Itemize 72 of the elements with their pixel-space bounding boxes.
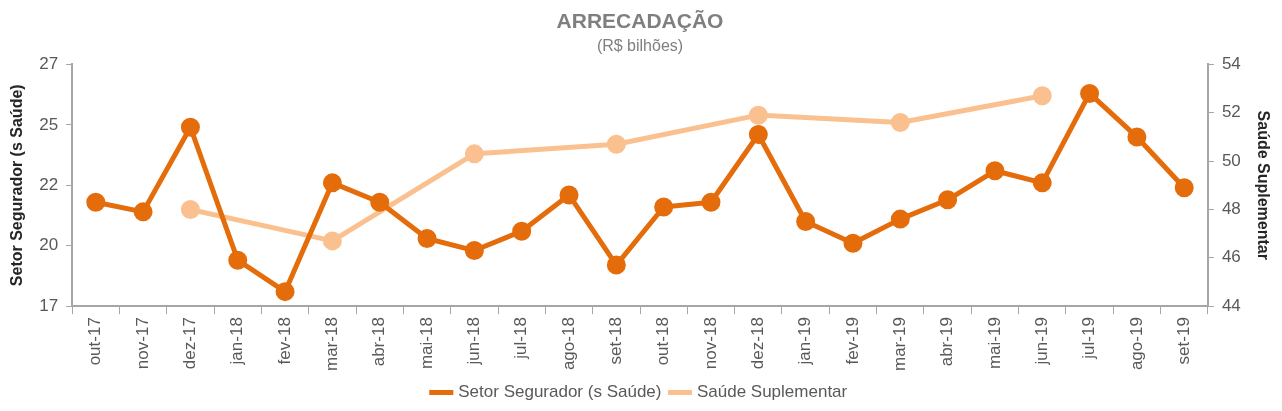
y-tick-label: 20 <box>39 235 59 255</box>
point <box>1174 178 1194 198</box>
point <box>322 173 342 193</box>
legend-label: Saúde Suplementar <box>696 382 848 402</box>
x-tick-label: mai-19 <box>984 317 1004 370</box>
point <box>938 190 958 210</box>
x-tick-label: jan-19 <box>795 317 815 366</box>
y-axis-title: Setor Segurador (s Saúde) <box>8 84 26 287</box>
point <box>180 117 200 137</box>
point <box>1127 127 1147 147</box>
y2-tick-label: 54 <box>1221 54 1241 74</box>
y-tick-label: 22 <box>39 174 59 194</box>
y2-tick-label: 50 <box>1221 150 1241 170</box>
x-tick-label: abr-18 <box>369 317 389 367</box>
x-tick-label: jul-18 <box>511 317 531 360</box>
x-tick-label: dez-18 <box>748 317 767 370</box>
y2-tick-label: 48 <box>1221 199 1241 219</box>
x-tick-label: fev-19 <box>842 317 862 365</box>
x-tick-label: jul-19 <box>1079 317 1099 360</box>
x-tick-label: fev-18 <box>274 317 294 365</box>
x-tick-label: jan-18 <box>227 317 247 366</box>
y2-tick-label: 52 <box>1221 102 1241 122</box>
point <box>1080 83 1100 103</box>
point <box>843 233 863 253</box>
point <box>275 282 295 302</box>
y-tick-label: 27 <box>39 54 59 74</box>
point <box>890 209 910 229</box>
x-tick-label: set-18 <box>606 317 626 365</box>
point <box>748 125 768 145</box>
x-tick-label: ago-18 <box>558 317 578 371</box>
x-tick-label: mai-18 <box>416 317 436 370</box>
point <box>322 231 342 251</box>
point <box>701 192 721 212</box>
point <box>86 192 106 212</box>
x-tick-label: mar-19 <box>889 317 909 372</box>
chart-subtitle: (R$ bilhões) <box>596 37 684 55</box>
y2-tick-label: 46 <box>1221 247 1241 267</box>
point <box>228 250 248 270</box>
x-tick-label: out-18 <box>653 317 673 366</box>
y-tick-label: 17 <box>39 295 59 315</box>
x-tick-label: nov-17 <box>132 317 152 370</box>
x-tick-label: dez-17 <box>180 317 200 370</box>
x-tick-label: set-19 <box>1173 317 1193 365</box>
x-tick-label: nov-18 <box>700 317 720 370</box>
legend-label: Setor Segurador (s Saúde) <box>458 382 662 402</box>
y2-tick-label: 44 <box>1221 295 1241 315</box>
point <box>606 255 626 275</box>
point <box>890 112 910 132</box>
point <box>133 202 153 222</box>
x-tick-label: mar-18 <box>322 317 342 372</box>
point <box>796 212 816 232</box>
point <box>606 134 626 154</box>
x-tick-label: abr-19 <box>937 317 957 367</box>
point <box>748 105 768 125</box>
x-tick-label: out-17 <box>85 317 105 366</box>
x-tick-label: ago-19 <box>1126 317 1146 371</box>
point <box>464 144 484 164</box>
point <box>417 228 437 248</box>
y2-axis-title: Saúde Suplementar <box>1254 110 1272 260</box>
point <box>180 199 200 219</box>
point <box>559 185 579 205</box>
point <box>1032 86 1052 106</box>
point <box>1032 173 1052 193</box>
chart-title: ARRECADAÇÃO <box>556 9 724 33</box>
point <box>464 241 484 261</box>
x-tick-label: jun-19 <box>1031 317 1051 366</box>
point <box>512 221 532 241</box>
point <box>370 192 390 212</box>
y-tick-label: 25 <box>39 114 59 134</box>
point <box>654 197 674 217</box>
x-tick-label: jun-18 <box>464 317 484 366</box>
point <box>985 161 1005 181</box>
